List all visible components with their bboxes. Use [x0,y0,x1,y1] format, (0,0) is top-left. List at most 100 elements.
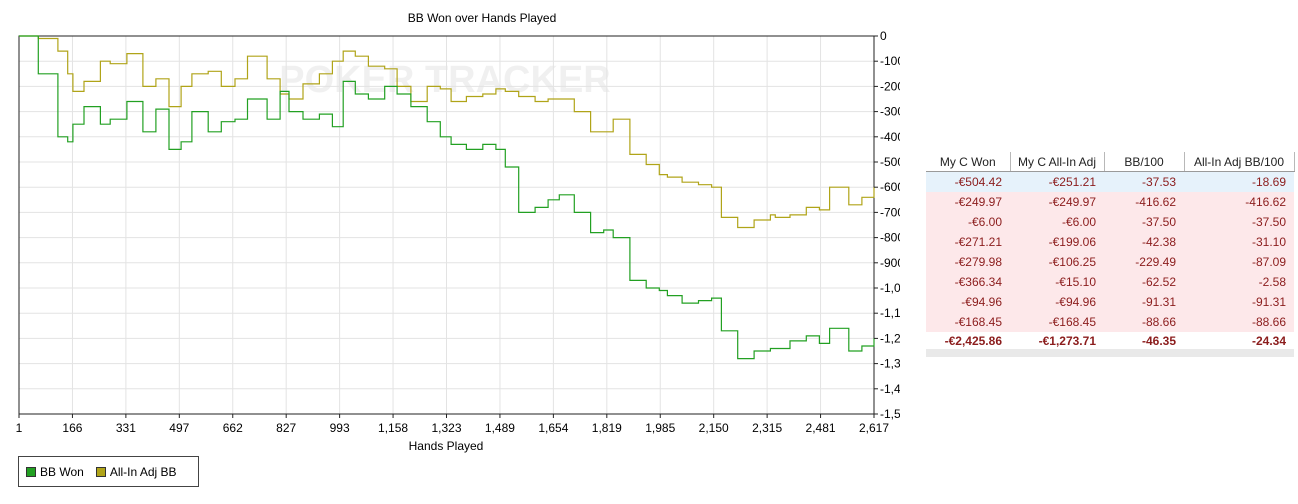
header-my-c-all-in-adj[interactable]: My C All-In Adj [1010,152,1105,172]
legend-item-bb-won: BB Won [26,465,84,479]
x-tick-label: 1,985 [645,421,675,435]
series-line-all-in-adj-bb [19,35,875,229]
cell-my-c-won: -€6.00 [926,212,1010,232]
table-row[interactable]: -€6.00 -€6.00 -37.50 -37.50 [926,212,1294,232]
y-tick-label: -300 [880,105,900,119]
chart-legend: BB Won All-In Adj BB [18,456,199,487]
y-tick-label: -800 [880,231,900,245]
x-tick-label: 2,150 [699,421,729,435]
x-tick-label: 331 [116,421,136,435]
cell-bb-100: -88.66 [1104,312,1184,332]
header-all-in-adj-bb-100[interactable]: All-In Adj BB/100 [1184,152,1295,172]
table-row[interactable]: -€504.42 -€251.21 -37.53 -18.69 [926,171,1294,192]
x-tick-label: 2,315 [752,421,782,435]
cell-my-c-all-in-adj: -€199.06 [1010,232,1104,252]
y-axis-ticks: 0 -100 -200 -300 -400 -500 -600 -700 -800 -900 -1,… [874,29,900,421]
cell-my-c-all-in-adj: -€6.00 [1010,212,1104,232]
y-tick-label: -1,400 [880,382,900,396]
bb-won-swatch [26,466,36,477]
y-tick-label: 0 [880,29,887,43]
total-all-in-adj-bb-100: -24.34 [1184,332,1294,349]
table-footer-bar [926,349,1294,357]
cell-my-c-won: -€279.98 [926,252,1010,272]
cell-bb-100: -37.53 [1104,171,1184,192]
series-line-bb-won [19,35,875,360]
cell-my-c-won: -€168.45 [926,312,1010,332]
cell-my-c-won: -€94.96 [926,292,1010,312]
cell-my-c-all-in-adj: -€249.97 [1010,192,1104,212]
stats-header-row: My C Won My C All-In Adj BB/100 All-In A… [926,152,1295,172]
y-tick-label: -500 [880,155,900,169]
table-footer-cell [926,349,1294,357]
y-tick-label: -1,500 [880,407,900,421]
x-tick-label: 1,158 [378,421,408,435]
cell-bb-100: -37.50 [1104,212,1184,232]
table-row[interactable]: -€279.98 -€106.25 -229.49 -87.09 [926,252,1294,272]
chart-title: BB Won over Hands Played [408,11,557,25]
cell-my-c-all-in-adj: -€251.21 [1010,171,1104,192]
table-row[interactable]: -€168.45 -€168.45 -88.66 -88.66 [926,312,1294,332]
cell-my-c-won: -€271.21 [926,232,1010,252]
y-tick-label: -700 [880,205,900,219]
x-axis-ticks: 1 166 331 497 662 827 993 1,158 1,323 1,489 1,654 1… [16,414,889,435]
y-tick-label: -400 [880,130,900,144]
chart-grid [18,35,875,415]
x-axis-label: Hands Played [409,439,484,453]
all-in-adj-swatch [95,466,106,477]
y-tick-label: -600 [880,180,900,194]
y-tick-label: -1,200 [880,331,900,345]
cell-bb-100: -229.49 [1104,252,1184,272]
y-tick-label: -200 [880,79,900,93]
cell-bb-100: -62.52 [1104,272,1184,292]
cell-bb-100: -91.31 [1104,292,1184,312]
x-tick-label: 662 [223,421,243,435]
table-row[interactable]: -€94.96 -€94.96 -91.31 -91.31 [926,292,1294,312]
legend-label-bb-won: BB Won [40,464,84,479]
cell-all-in-adj-bb-100: -37.50 [1184,212,1294,232]
cell-bb-100: -416.62 [1104,192,1184,212]
cell-all-in-adj-bb-100: -91.31 [1184,292,1294,312]
series-layer [19,35,875,360]
cell-my-c-won: -€249.97 [926,192,1010,212]
cell-all-in-adj-bb-100: -18.69 [1184,171,1294,192]
cell-my-c-all-in-adj: -€168.45 [1010,312,1104,332]
cell-all-in-adj-bb-100: -31.10 [1184,232,1294,252]
cell-all-in-adj-bb-100: -88.66 [1184,312,1294,332]
cell-my-c-won: -€504.42 [926,171,1010,192]
legend-item-all-in-adj: All-In Adj BB [95,464,177,479]
y-tick-label: -100 [880,54,900,68]
totals-row: -€2,425.86 -€1,273.71 -46.35 -24.34 [926,332,1294,349]
cell-bb-100: -42.38 [1104,232,1184,252]
y-tick-label: -1,300 [880,357,900,371]
bb-won-chart: BB Won over Hands Played POKER TRACKER 0… [16,11,900,453]
table-row[interactable]: -€271.21 -€199.06 -42.38 -31.10 [926,232,1294,252]
x-tick-label: 1,489 [485,421,515,435]
header-my-c-won[interactable]: My C Won [926,152,1011,172]
x-tick-label: 1,819 [592,421,622,435]
y-tick-label: -1,000 [880,281,900,295]
cell-my-c-won: -€366.34 [926,272,1010,292]
stats-table: My C Won My C All-In Adj BB/100 All-In A… [926,152,1295,357]
cell-all-in-adj-bb-100: -87.09 [1184,252,1294,272]
legend-label-all-in-adj: All-In Adj BB [109,464,177,479]
poker-tracker-watermark: POKER TRACKER [279,59,610,101]
cell-my-c-all-in-adj: -€94.96 [1010,292,1104,312]
x-tick-label: 2,617 [859,421,889,435]
x-tick-label: 497 [169,421,189,435]
header-bb-100[interactable]: BB/100 [1104,152,1185,172]
cell-all-in-adj-bb-100: -416.62 [1184,192,1294,212]
x-tick-label: 1 [16,421,23,435]
cell-all-in-adj-bb-100: -2.58 [1184,272,1294,292]
y-tick-label: -1,100 [880,306,900,320]
x-tick-label: 2,481 [806,421,836,435]
total-my-c-won: -€2,425.86 [926,332,1010,349]
x-tick-label: 1,654 [538,421,568,435]
x-tick-label: 166 [62,421,82,435]
x-tick-label: 1,323 [431,421,461,435]
table-row[interactable]: -€249.97 -€249.97 -416.62 -416.62 [926,192,1294,212]
y-tick-label: -900 [880,256,900,270]
x-tick-label: 993 [330,421,350,435]
total-bb-100: -46.35 [1104,332,1184,349]
table-row[interactable]: -€366.34 -€15.10 -62.52 -2.58 [926,272,1294,292]
total-my-c-all-in-adj: -€1,273.71 [1010,332,1104,349]
